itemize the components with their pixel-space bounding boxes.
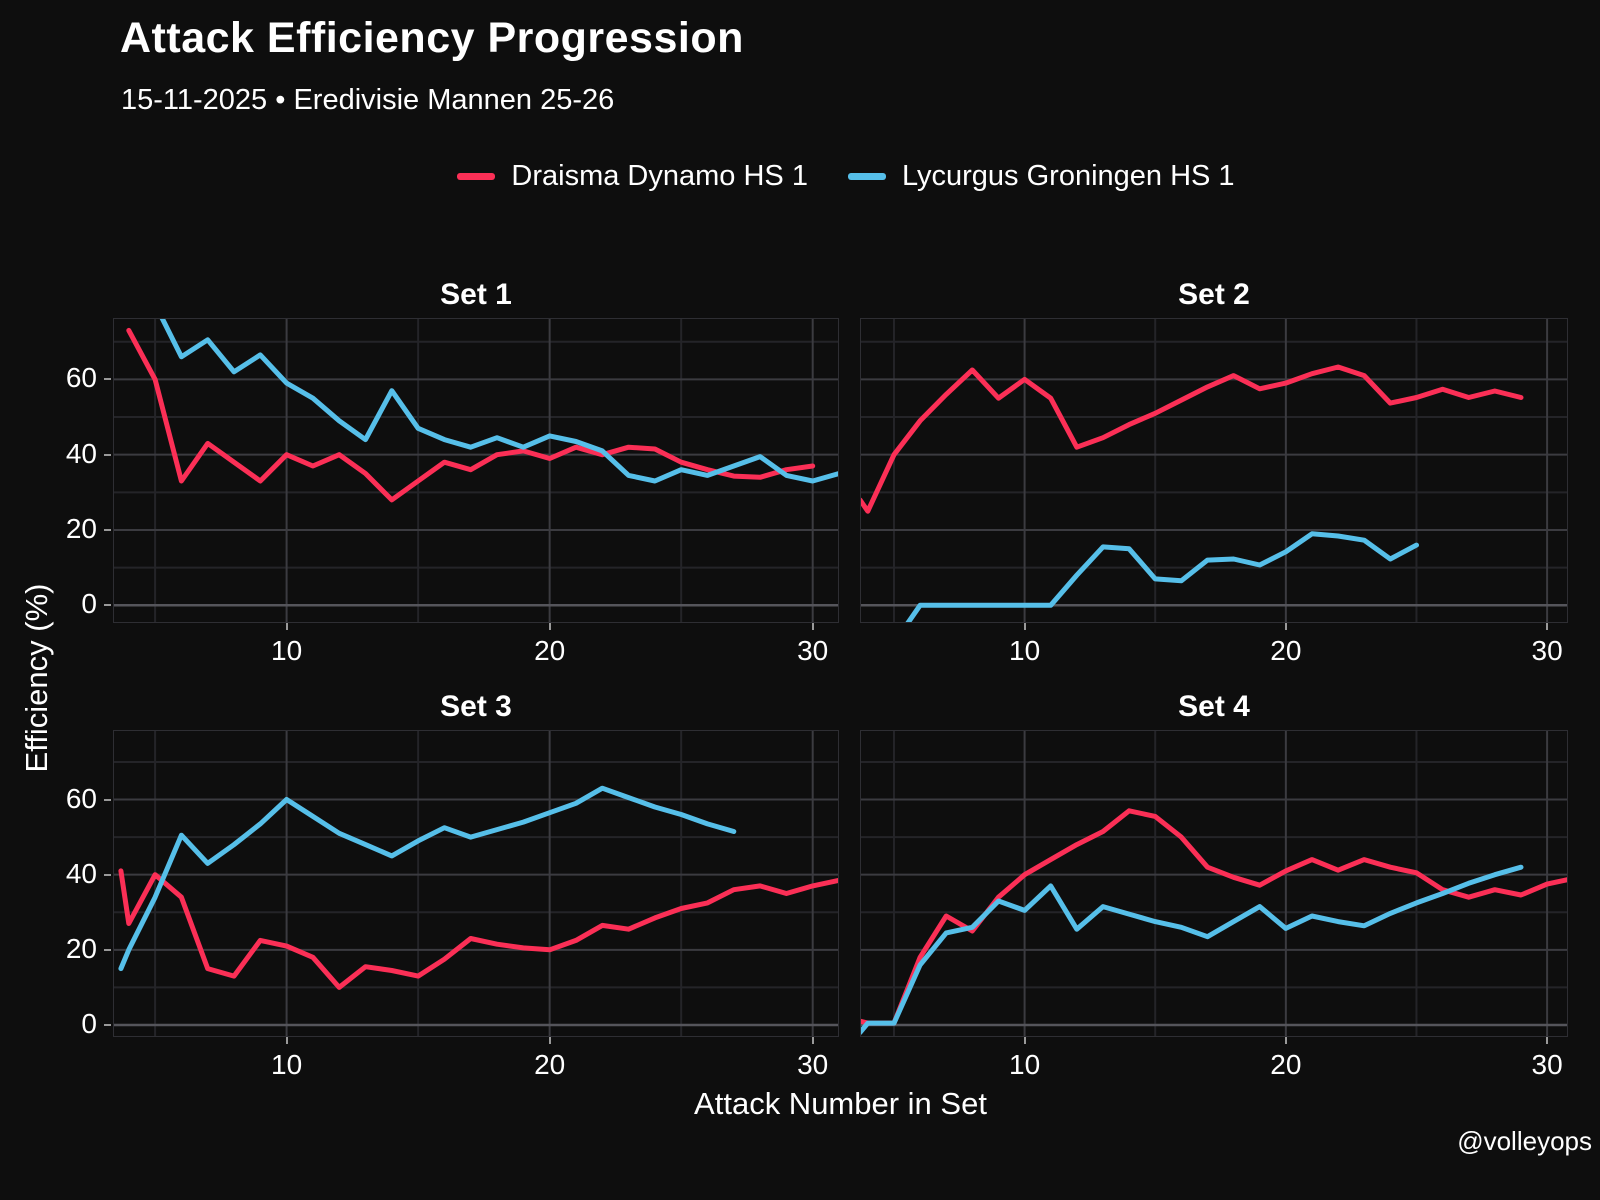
x-tick-mark bbox=[1546, 623, 1549, 630]
series-line-draisma-dynamo-hs-1 bbox=[860, 364, 1524, 514]
panel-border bbox=[860, 730, 1568, 1037]
y-tick-mark bbox=[104, 453, 111, 456]
y-tick-label: 0 bbox=[81, 1007, 97, 1039]
x-tick-mark bbox=[811, 1037, 814, 1044]
x-tick-mark bbox=[548, 623, 551, 630]
x-tick-label: 20 bbox=[534, 635, 566, 666]
x-tick-label: 30 bbox=[797, 1049, 829, 1080]
legend-label: Draisma Dynamo HS 1 bbox=[511, 160, 808, 192]
panel-title-set-3: Set 3 bbox=[440, 690, 512, 723]
legend-item-home-team[interactable]: Draisma Dynamo HS 1 bbox=[457, 160, 808, 193]
y-tick-label: 60 bbox=[65, 782, 97, 814]
chart-set-3 bbox=[113, 730, 839, 1037]
x-tick-mark bbox=[1284, 1037, 1287, 1044]
series-line-lycurgus-groningen-hs-1 bbox=[860, 864, 1524, 1035]
series-line-draisma-dynamo-hs-1 bbox=[126, 327, 816, 503]
y-tick-mark bbox=[104, 873, 111, 876]
x-tick-label: 20 bbox=[1270, 1049, 1302, 1080]
page-subtitle: 15-11-2025 • Eredivisie Mannen 25-26 bbox=[121, 84, 615, 116]
x-tick-mark bbox=[285, 623, 288, 630]
y-tick-mark bbox=[104, 528, 111, 531]
series-line-draisma-dynamo-hs-1 bbox=[860, 808, 1568, 1026]
legend: Draisma Dynamo HS 1 Lycurgus Groningen HS… bbox=[0, 160, 1600, 193]
legend-swatch-icon bbox=[457, 173, 496, 180]
page-title: Attack Efficiency Progression bbox=[120, 14, 744, 62]
y-tick-label: 0 bbox=[81, 588, 97, 620]
y-tick-mark bbox=[104, 798, 111, 801]
panel-title-set-4: Set 4 bbox=[1178, 690, 1250, 723]
series-line-lycurgus-groningen-hs-1 bbox=[904, 531, 1419, 623]
y-tick-label: 20 bbox=[65, 932, 97, 964]
x-tick-mark bbox=[1023, 1037, 1026, 1044]
x-tick-mark bbox=[548, 1037, 551, 1044]
x-tick-label: 30 bbox=[1531, 1049, 1563, 1080]
x-tick-label: 20 bbox=[1270, 635, 1302, 666]
panel-border bbox=[860, 318, 1568, 623]
legend-swatch-icon bbox=[847, 173, 886, 180]
legend-label: Lycurgus Groningen HS 1 bbox=[901, 160, 1235, 192]
y-tick-mark bbox=[104, 1023, 111, 1026]
panel-border bbox=[113, 318, 839, 623]
x-tick-mark bbox=[1284, 623, 1287, 630]
x-tick-mark bbox=[285, 1037, 288, 1044]
chart-set-2 bbox=[860, 318, 1568, 623]
x-tick-label: 20 bbox=[534, 1049, 566, 1080]
series-line-lycurgus-groningen-hs-1 bbox=[118, 785, 737, 972]
footer-handle: @volleyops bbox=[1457, 1126, 1592, 1156]
y-tick-mark bbox=[104, 378, 111, 381]
x-tick-label: 30 bbox=[797, 635, 829, 666]
x-tick-label: 10 bbox=[1009, 635, 1041, 666]
chart-set-4 bbox=[860, 730, 1568, 1037]
panel-title-set-1: Set 1 bbox=[440, 278, 512, 311]
panel-border bbox=[113, 730, 839, 1037]
y-tick-label: 20 bbox=[65, 512, 97, 544]
legend-item-away-team[interactable]: Lycurgus Groningen HS 1 bbox=[847, 160, 1235, 193]
y-tick-mark bbox=[104, 604, 111, 607]
y-tick-label: 60 bbox=[65, 362, 97, 394]
series-line-lycurgus-groningen-hs-1 bbox=[159, 318, 839, 484]
x-tick-label: 30 bbox=[1531, 635, 1563, 666]
y-tick-mark bbox=[104, 948, 111, 951]
x-tick-mark bbox=[811, 623, 814, 630]
y-tick-label: 40 bbox=[65, 437, 97, 469]
x-tick-mark bbox=[1023, 623, 1026, 630]
x-axis-title: Attack Number in Set bbox=[694, 1086, 987, 1121]
x-tick-mark bbox=[1546, 1037, 1549, 1044]
x-tick-label: 10 bbox=[271, 635, 303, 666]
panel-title-set-2: Set 2 bbox=[1178, 278, 1250, 311]
chart-set-1 bbox=[113, 318, 839, 623]
y-tick-label: 40 bbox=[65, 857, 97, 889]
x-tick-label: 10 bbox=[1009, 1049, 1041, 1080]
x-tick-label: 10 bbox=[271, 1049, 303, 1080]
series-line-draisma-dynamo-hs-1 bbox=[118, 868, 839, 990]
